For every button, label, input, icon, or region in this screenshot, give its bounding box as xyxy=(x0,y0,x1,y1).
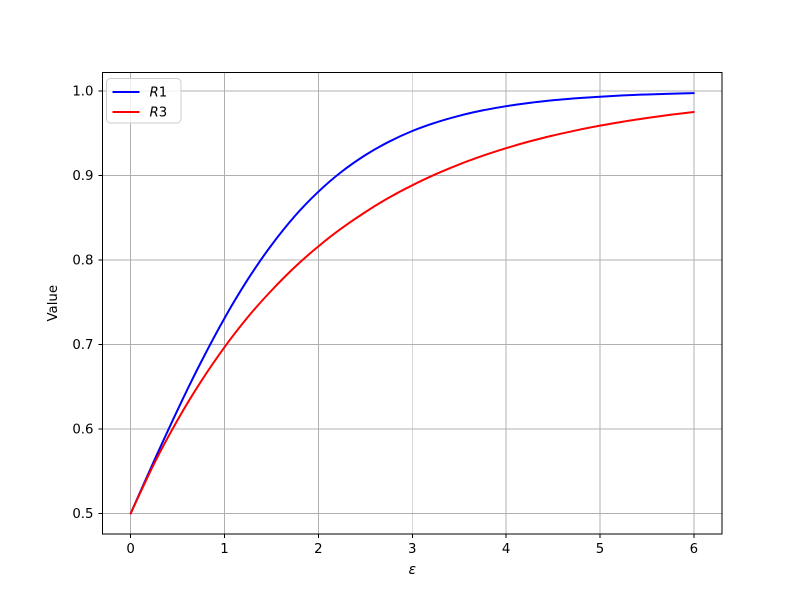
x-tick-label: 0 xyxy=(126,542,134,557)
grid xyxy=(102,72,722,534)
x-tick-label: 1 xyxy=(220,542,228,557)
x-tick-label: 6 xyxy=(690,542,698,557)
y-tick-label: 0.8 xyxy=(72,253,93,268)
y-tick-label: 0.9 xyxy=(72,169,93,184)
r3-curve xyxy=(129,111,695,515)
curves xyxy=(129,92,695,515)
x-tick-label: 4 xyxy=(502,542,510,557)
y-tick-label: 0.5 xyxy=(72,507,93,522)
r1-curve xyxy=(129,92,695,515)
x-tick-label: 2 xyxy=(314,542,322,557)
x-axis: 0 1 2 3 4 5 6 ε xyxy=(126,534,698,578)
y-tick-label: 0.6 xyxy=(72,422,93,437)
legend-label-r1: R1 xyxy=(150,86,168,101)
legend-label-r3: R3 xyxy=(150,106,168,121)
y-axis: 0.5 0.6 0.7 0.8 0.9 1.0 Value xyxy=(46,85,103,522)
y-tick-label: 0.7 xyxy=(72,338,93,353)
legend-box xyxy=(106,78,182,124)
x-tick-label: 3 xyxy=(408,542,416,557)
y-tick-label: 1.0 xyxy=(72,85,93,100)
y-axis-label: Value xyxy=(46,285,61,322)
x-tick-label: 5 xyxy=(596,542,604,557)
x-axis-label: ε xyxy=(408,562,416,578)
